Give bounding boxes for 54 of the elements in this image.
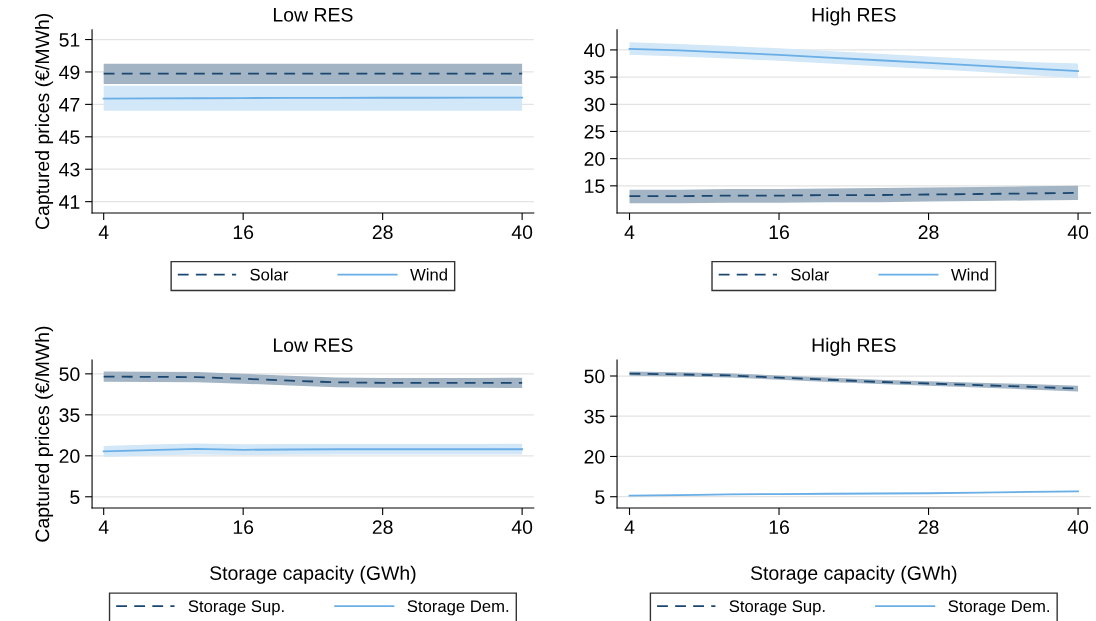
x-tick-label: 4	[624, 225, 635, 239]
y-tick-label: 43	[59, 162, 80, 177]
y-tick-label: 35	[59, 408, 80, 423]
legend-label: Wind	[410, 268, 447, 281]
x-tick-label: 16	[233, 225, 254, 240]
y-tick-label: 51	[59, 33, 80, 47]
y-tick-label: 15	[585, 179, 605, 194]
x-tick-label: 16	[769, 520, 789, 535]
legend-label: Storage Sup.	[188, 600, 284, 616]
chart-title: Low RES	[273, 7, 353, 22]
legend-label: Storage Dem.	[407, 600, 509, 616]
x-tick-label: 28	[372, 520, 393, 535]
y-tick-label: 20	[584, 152, 605, 166]
x-tick-label: 16	[233, 520, 254, 535]
x-axis-title: Storage capacity (GWh)	[750, 565, 957, 584]
legend-label: Solar	[250, 268, 289, 281]
chart-title: High RES	[812, 7, 896, 26]
legend-label: Solar	[791, 268, 829, 281]
legend-label: Storage Dem.	[948, 600, 1049, 616]
y-tick-label: 49	[59, 65, 80, 80]
y-tick-label: 5	[595, 490, 605, 504]
x-tick-label: 4	[98, 225, 109, 239]
line-series	[102, 375, 524, 384]
y-tick-label: 45	[59, 130, 80, 145]
y-tick-label: 25	[584, 124, 605, 139]
y-tick-label: 41	[59, 195, 80, 209]
y-tick-label: 40	[584, 43, 605, 58]
x-tick-label: 28	[918, 520, 939, 535]
x-tick-label: 16	[769, 225, 789, 240]
y-tick-label: 30	[584, 97, 605, 112]
y-tick-label: 47	[59, 98, 80, 112]
line-series	[628, 47, 1079, 73]
chart-title: Low RES	[273, 338, 353, 353]
y-tick-label: 35	[584, 409, 605, 424]
x-tick-label: 28	[372, 225, 393, 240]
x-tick-label: 4	[98, 520, 109, 534]
y-tick-label: 50	[584, 369, 605, 384]
y-axis-title: Captured prices (€/MWh)	[34, 326, 54, 542]
x-axis-title: Storage capacity (GWh)	[210, 565, 416, 584]
x-tick-label: 40	[511, 225, 533, 240]
y-tick-label: 50	[59, 367, 80, 382]
legend-label: Storage Sup.	[729, 600, 825, 616]
x-tick-label: 4	[624, 520, 635, 534]
x-tick-label: 40	[511, 520, 533, 535]
chart-title: High RES	[812, 337, 896, 356]
legend-label: Wind	[950, 268, 988, 281]
y-tick-label: 20	[584, 449, 605, 464]
y-tick-label: 5	[70, 490, 80, 505]
y-tick-label: 35	[584, 70, 605, 85]
x-tick-label: 28	[918, 225, 939, 240]
y-axis-title: Captured prices (€/MWh)	[34, 14, 54, 230]
x-tick-label: 40	[1067, 225, 1089, 240]
y-tick-label: 20	[59, 449, 80, 464]
x-tick-label: 40	[1067, 520, 1089, 535]
